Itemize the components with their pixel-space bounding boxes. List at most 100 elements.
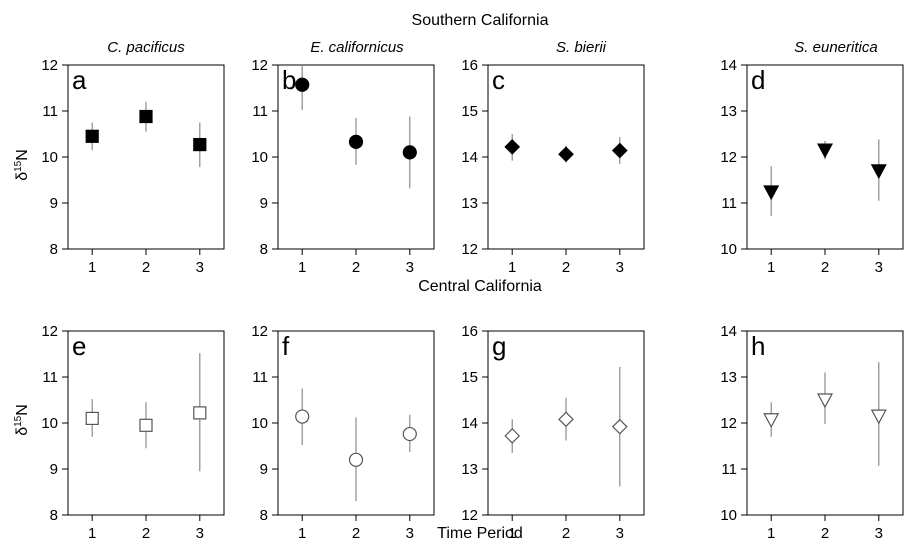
- data-point: [348, 134, 364, 149]
- data-point: [763, 413, 780, 429]
- x-tick-label: 3: [406, 525, 414, 542]
- y-tick-label: 8: [260, 241, 268, 258]
- y-tick-label: 11: [252, 369, 268, 386]
- data-point: [139, 418, 153, 432]
- region-title-southern: Southern California: [412, 12, 549, 29]
- y-tick-label: 11: [721, 195, 737, 212]
- y-tick-label: 10: [41, 149, 58, 166]
- data-point: [816, 143, 834, 159]
- data-point: [611, 142, 628, 159]
- panel-letter: f: [282, 331, 290, 361]
- data-point: [402, 145, 417, 160]
- data-point: [870, 164, 887, 180]
- data-point: [558, 146, 574, 163]
- y-tick-label: 12: [461, 507, 478, 524]
- y-tick-label: 15: [461, 103, 478, 120]
- data-point: [763, 185, 780, 201]
- y-axis-title-bottom-rest: N: [14, 404, 31, 416]
- data-point: [193, 137, 207, 152]
- y-tick-label: 12: [720, 415, 737, 432]
- x-tick-label: 2: [142, 525, 150, 542]
- data-point: [816, 393, 834, 409]
- y-tick-label: 10: [251, 415, 268, 432]
- x-tick-label: 1: [298, 259, 306, 276]
- data-point: [139, 109, 153, 124]
- y-tick-label: 10: [41, 415, 58, 432]
- x-tick-label: 2: [821, 259, 829, 276]
- y-axis-title-bottom-delta: δ: [14, 427, 31, 436]
- x-tick-label: 1: [88, 259, 96, 276]
- x-tick-label: 3: [196, 259, 204, 276]
- x-tick-label: 1: [298, 525, 306, 542]
- y-tick-label: 9: [50, 461, 58, 478]
- y-tick-label: 11: [252, 103, 268, 120]
- y-tick-label: 14: [720, 323, 737, 340]
- region-title-central: Central California: [418, 278, 542, 295]
- y-tick-label: 10: [720, 241, 737, 258]
- data-point: [348, 452, 364, 467]
- y-tick-label: 14: [461, 149, 478, 166]
- x-tick-label: 2: [821, 525, 829, 542]
- y-axis-title-top-delta: δ: [14, 172, 31, 181]
- panel-letter: g: [492, 331, 506, 361]
- y-tick-label: 13: [720, 103, 737, 120]
- y-tick-label: 13: [461, 195, 478, 212]
- data-point: [295, 77, 310, 92]
- y-axis-title-bottom-superscript: 15: [13, 415, 24, 427]
- y-tick-label: 15: [461, 369, 478, 386]
- data-point: [611, 418, 628, 435]
- y-tick-label: 12: [41, 323, 58, 340]
- x-tick-label: 2: [562, 259, 570, 276]
- x-tick-label: 1: [88, 525, 96, 542]
- data-point: [504, 428, 521, 444]
- y-tick-label: 16: [461, 323, 478, 340]
- y-axis-title-bottom: δ15N: [13, 404, 31, 436]
- y-tick-label: 8: [50, 507, 58, 524]
- x-tick-label: 2: [352, 525, 360, 542]
- y-axis-title-top-superscript: 15: [13, 160, 24, 172]
- panel-letter: c: [492, 65, 505, 95]
- y-tick-label: 9: [50, 195, 58, 212]
- x-tick-label: 3: [875, 525, 883, 542]
- x-tick-label: 1: [767, 259, 775, 276]
- species-title-3: S. bierii: [556, 39, 607, 56]
- y-tick-label: 13: [720, 369, 737, 386]
- panel-letter: h: [751, 331, 765, 361]
- x-tick-label: 2: [562, 525, 570, 542]
- y-tick-label: 14: [461, 415, 478, 432]
- y-tick-label: 12: [251, 57, 268, 74]
- y-tick-label: 12: [251, 323, 268, 340]
- y-tick-label: 9: [260, 195, 268, 212]
- x-tick-label: 3: [616, 525, 624, 542]
- y-axis-title-top-rest: N: [14, 149, 31, 161]
- species-title-1: C. pacificus: [107, 39, 185, 56]
- x-tick-label: 3: [406, 259, 414, 276]
- x-tick-label: 2: [352, 259, 360, 276]
- panel-letter: d: [751, 65, 765, 95]
- y-tick-label: 11: [42, 103, 58, 120]
- y-tick-label: 12: [461, 241, 478, 258]
- data-point: [504, 139, 521, 155]
- data-point: [558, 411, 574, 428]
- y-tick-label: 12: [41, 57, 58, 74]
- species-title-2: E. californicus: [310, 39, 404, 56]
- panel-a-frame: [67, 64, 225, 250]
- y-tick-label: 14: [720, 57, 737, 74]
- y-tick-label: 13: [461, 461, 478, 478]
- y-tick-label: 11: [42, 369, 58, 386]
- data-point: [85, 129, 99, 143]
- y-tick-label: 10: [251, 149, 268, 166]
- species-title-4: S. euneritica: [794, 39, 877, 56]
- y-tick-label: 9: [260, 461, 268, 478]
- panel-letter: b: [282, 65, 296, 95]
- panel-letter: e: [72, 331, 86, 361]
- panel-letter: a: [72, 65, 87, 95]
- y-tick-label: 12: [720, 149, 737, 166]
- data-point: [402, 426, 417, 442]
